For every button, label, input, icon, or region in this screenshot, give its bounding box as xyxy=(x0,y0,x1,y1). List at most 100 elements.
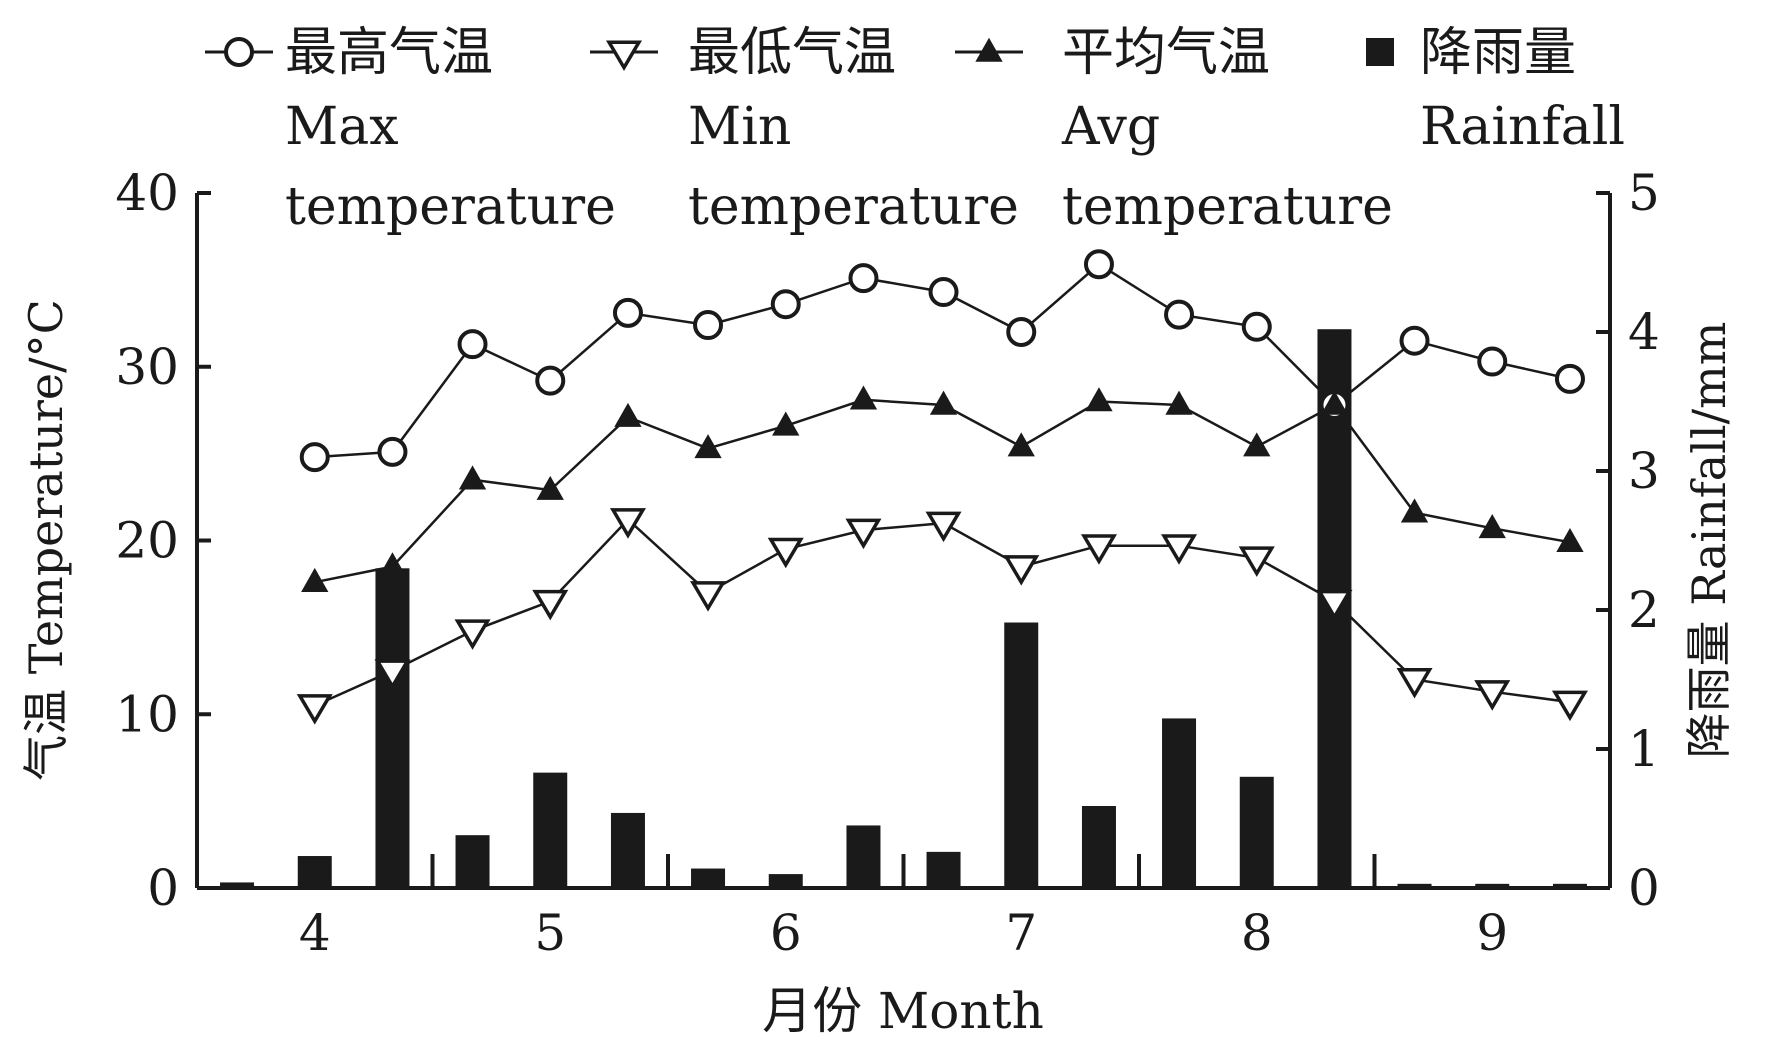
series-line-2 xyxy=(314,398,1571,584)
series-0-point xyxy=(770,289,801,320)
series-0-point xyxy=(535,365,566,396)
rainfall-bar xyxy=(533,772,568,888)
tick-labels: 0 10 20 30 40 0 1 2 3 4 5 4 5 6 7 8 9 xyxy=(115,164,1659,962)
y-right-tick-label: 0 xyxy=(1628,859,1660,917)
x-tick-label: 8 xyxy=(1241,904,1273,962)
legend: 最高气温 Max temperature 最低气温 Min temperature 平均气温… xyxy=(205,23,1625,237)
series-1-point xyxy=(1474,680,1511,711)
series-0-point xyxy=(377,436,408,467)
series-0-point xyxy=(1241,311,1272,342)
x-tick-label: 6 xyxy=(770,904,802,962)
y-axis-right-title: 降雨量 Rainfall/mm xyxy=(1682,322,1736,759)
legend-marker-3 xyxy=(1366,38,1394,66)
x-tick-label: 7 xyxy=(1005,904,1037,962)
series-2-point xyxy=(614,402,642,427)
series-1-point xyxy=(609,508,646,539)
y-axis-left-title: 气温 Temperature/°C xyxy=(19,299,73,781)
series-0-point xyxy=(693,310,724,341)
series-2-point xyxy=(378,552,407,577)
y-right-tick-label: 2 xyxy=(1628,581,1660,639)
series-2-point xyxy=(849,385,878,410)
x-tick-label: 9 xyxy=(1476,904,1508,962)
legend-label-en: Avg xyxy=(1061,97,1160,157)
legend-label-en: Min xyxy=(688,97,791,157)
temperature-markers xyxy=(296,249,1588,725)
y-right-tick-label: 5 xyxy=(1628,164,1660,222)
series-2-point xyxy=(1165,390,1193,415)
series-2-point xyxy=(1478,514,1506,539)
series-2-point xyxy=(772,411,800,436)
rainfall-bar xyxy=(768,874,803,888)
series-1-point xyxy=(1080,534,1117,565)
legend-label-en: temperature xyxy=(688,177,1019,237)
series-0-point xyxy=(299,442,330,473)
y-left-tick-label: 20 xyxy=(115,512,179,570)
ticks xyxy=(195,191,1612,890)
legend-label-cn: 降雨量 xyxy=(1420,23,1576,83)
series-2-point xyxy=(536,475,564,500)
series-1-point xyxy=(1003,555,1040,586)
rainfall-bar xyxy=(220,882,255,888)
rainfall-bar xyxy=(1081,805,1116,888)
series-2-point xyxy=(1243,432,1271,457)
y-right-tick-label: 3 xyxy=(1628,442,1660,500)
series-2-point xyxy=(1320,390,1349,415)
series-1-point xyxy=(532,589,569,621)
legend-marker-2 xyxy=(975,37,1003,62)
legend-label-cn: 最高气温 xyxy=(285,23,493,83)
rainfall-bar xyxy=(375,568,410,888)
rainfall-bars xyxy=(220,329,1587,889)
legend-label-en: temperature xyxy=(1062,177,1393,237)
series-1-point xyxy=(767,537,804,569)
rainfall-bar xyxy=(846,825,881,888)
series-0-point xyxy=(1006,317,1037,347)
rainfall-bar xyxy=(1397,883,1432,888)
series-0-point xyxy=(1399,325,1430,356)
series-0-point xyxy=(1477,346,1508,377)
rainfall-bar xyxy=(1239,776,1274,888)
series-2-point xyxy=(1007,432,1035,457)
series-1-point xyxy=(374,659,411,690)
series-1-point xyxy=(1238,546,1275,577)
legend-label-cn: 平均气温 xyxy=(1062,23,1270,83)
series-2-point xyxy=(1085,387,1113,412)
series-0-point xyxy=(928,277,959,308)
series-1-point xyxy=(296,694,333,725)
legend-marker-0 xyxy=(224,37,254,67)
rainfall-bar xyxy=(610,812,645,888)
series-0-point xyxy=(1164,299,1195,330)
series-0-point xyxy=(1554,363,1585,394)
series-1-point xyxy=(1161,534,1198,565)
rainfall-bar xyxy=(455,835,490,888)
legend-label-cn: 最低气温 xyxy=(688,23,896,83)
rainfall-bar xyxy=(691,868,726,888)
x-axis-title: 月份 Month xyxy=(762,982,1044,1040)
series-1-point xyxy=(1551,690,1588,722)
series-1-point xyxy=(1316,589,1353,621)
series-0-point xyxy=(848,263,879,294)
rainfall-bar xyxy=(1004,622,1039,888)
rainfall-bar xyxy=(1552,883,1587,888)
series-0-point xyxy=(612,297,643,328)
x-tick-label: 4 xyxy=(299,904,331,962)
series-2-point xyxy=(1556,527,1584,552)
temperature-lines xyxy=(314,262,1571,707)
legend-label-en: temperature xyxy=(285,177,616,237)
rainfall-bar xyxy=(297,856,332,888)
series-1-point xyxy=(454,619,491,650)
legend-label-en: Rainfall xyxy=(1420,97,1625,157)
series-2-point xyxy=(458,465,487,490)
series-2-point xyxy=(694,434,722,459)
series-1-point xyxy=(1396,668,1433,699)
y-right-tick-label: 1 xyxy=(1628,720,1660,778)
x-tick-label: 5 xyxy=(534,904,566,962)
series-2-point xyxy=(1400,498,1429,523)
series-2-point xyxy=(301,567,329,592)
series-2-point xyxy=(929,390,958,415)
y-left-tick-label: 10 xyxy=(115,685,179,743)
legend-label-en: Max xyxy=(285,97,399,157)
rainfall-bar xyxy=(926,851,961,888)
series-1-point xyxy=(690,581,727,612)
y-left-tick-label: 30 xyxy=(115,338,179,396)
